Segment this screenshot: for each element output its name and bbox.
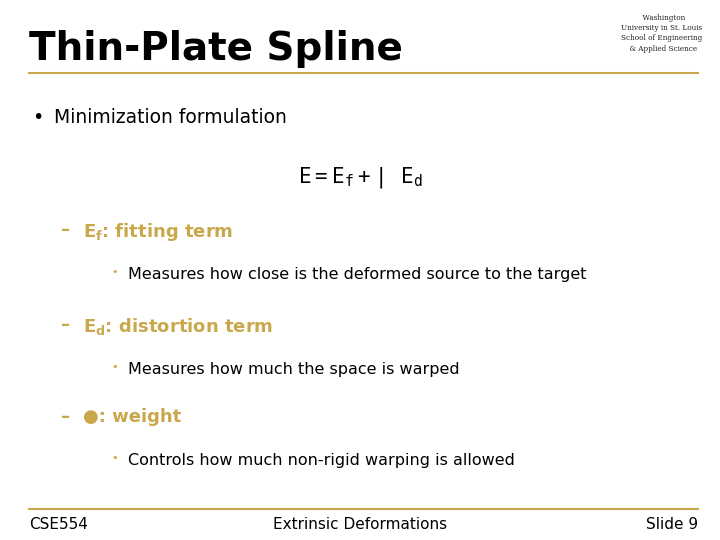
Text: –: – <box>61 408 71 426</box>
Text: •: • <box>112 362 118 372</box>
Text: –: – <box>61 221 71 239</box>
Text: Slide 9: Slide 9 <box>647 517 698 532</box>
Text: •: • <box>112 453 118 463</box>
Text: $\mathbf{E_d}$: distortion term: $\mathbf{E_d}$: distortion term <box>83 316 273 337</box>
Text: Washington
University in St. Louis
School of Engineering
  & Applied Science: Washington University in St. Louis Schoo… <box>621 14 702 53</box>
Text: ●: weight: ●: weight <box>83 408 181 426</box>
Text: Thin-Plate Spline: Thin-Plate Spline <box>29 30 402 68</box>
Text: •: • <box>112 267 118 278</box>
Text: •: • <box>32 108 44 127</box>
Text: Minimization formulation: Minimization formulation <box>54 108 287 127</box>
Text: Measures how much the space is warped: Measures how much the space is warped <box>128 362 460 377</box>
Text: Extrinsic Deformations: Extrinsic Deformations <box>273 517 447 532</box>
Text: $\mathbf{E_f}$: fitting term: $\mathbf{E_f}$: fitting term <box>83 221 233 244</box>
Text: –: – <box>61 316 71 334</box>
Text: Measures how close is the deformed source to the target: Measures how close is the deformed sourc… <box>128 267 587 282</box>
Text: $\mathtt{E = E_f + |\ \ E_d}$: $\mathtt{E = E_f + |\ \ E_d}$ <box>298 165 422 190</box>
Text: CSE554: CSE554 <box>29 517 88 532</box>
Text: Controls how much non-rigid warping is allowed: Controls how much non-rigid warping is a… <box>128 453 515 468</box>
